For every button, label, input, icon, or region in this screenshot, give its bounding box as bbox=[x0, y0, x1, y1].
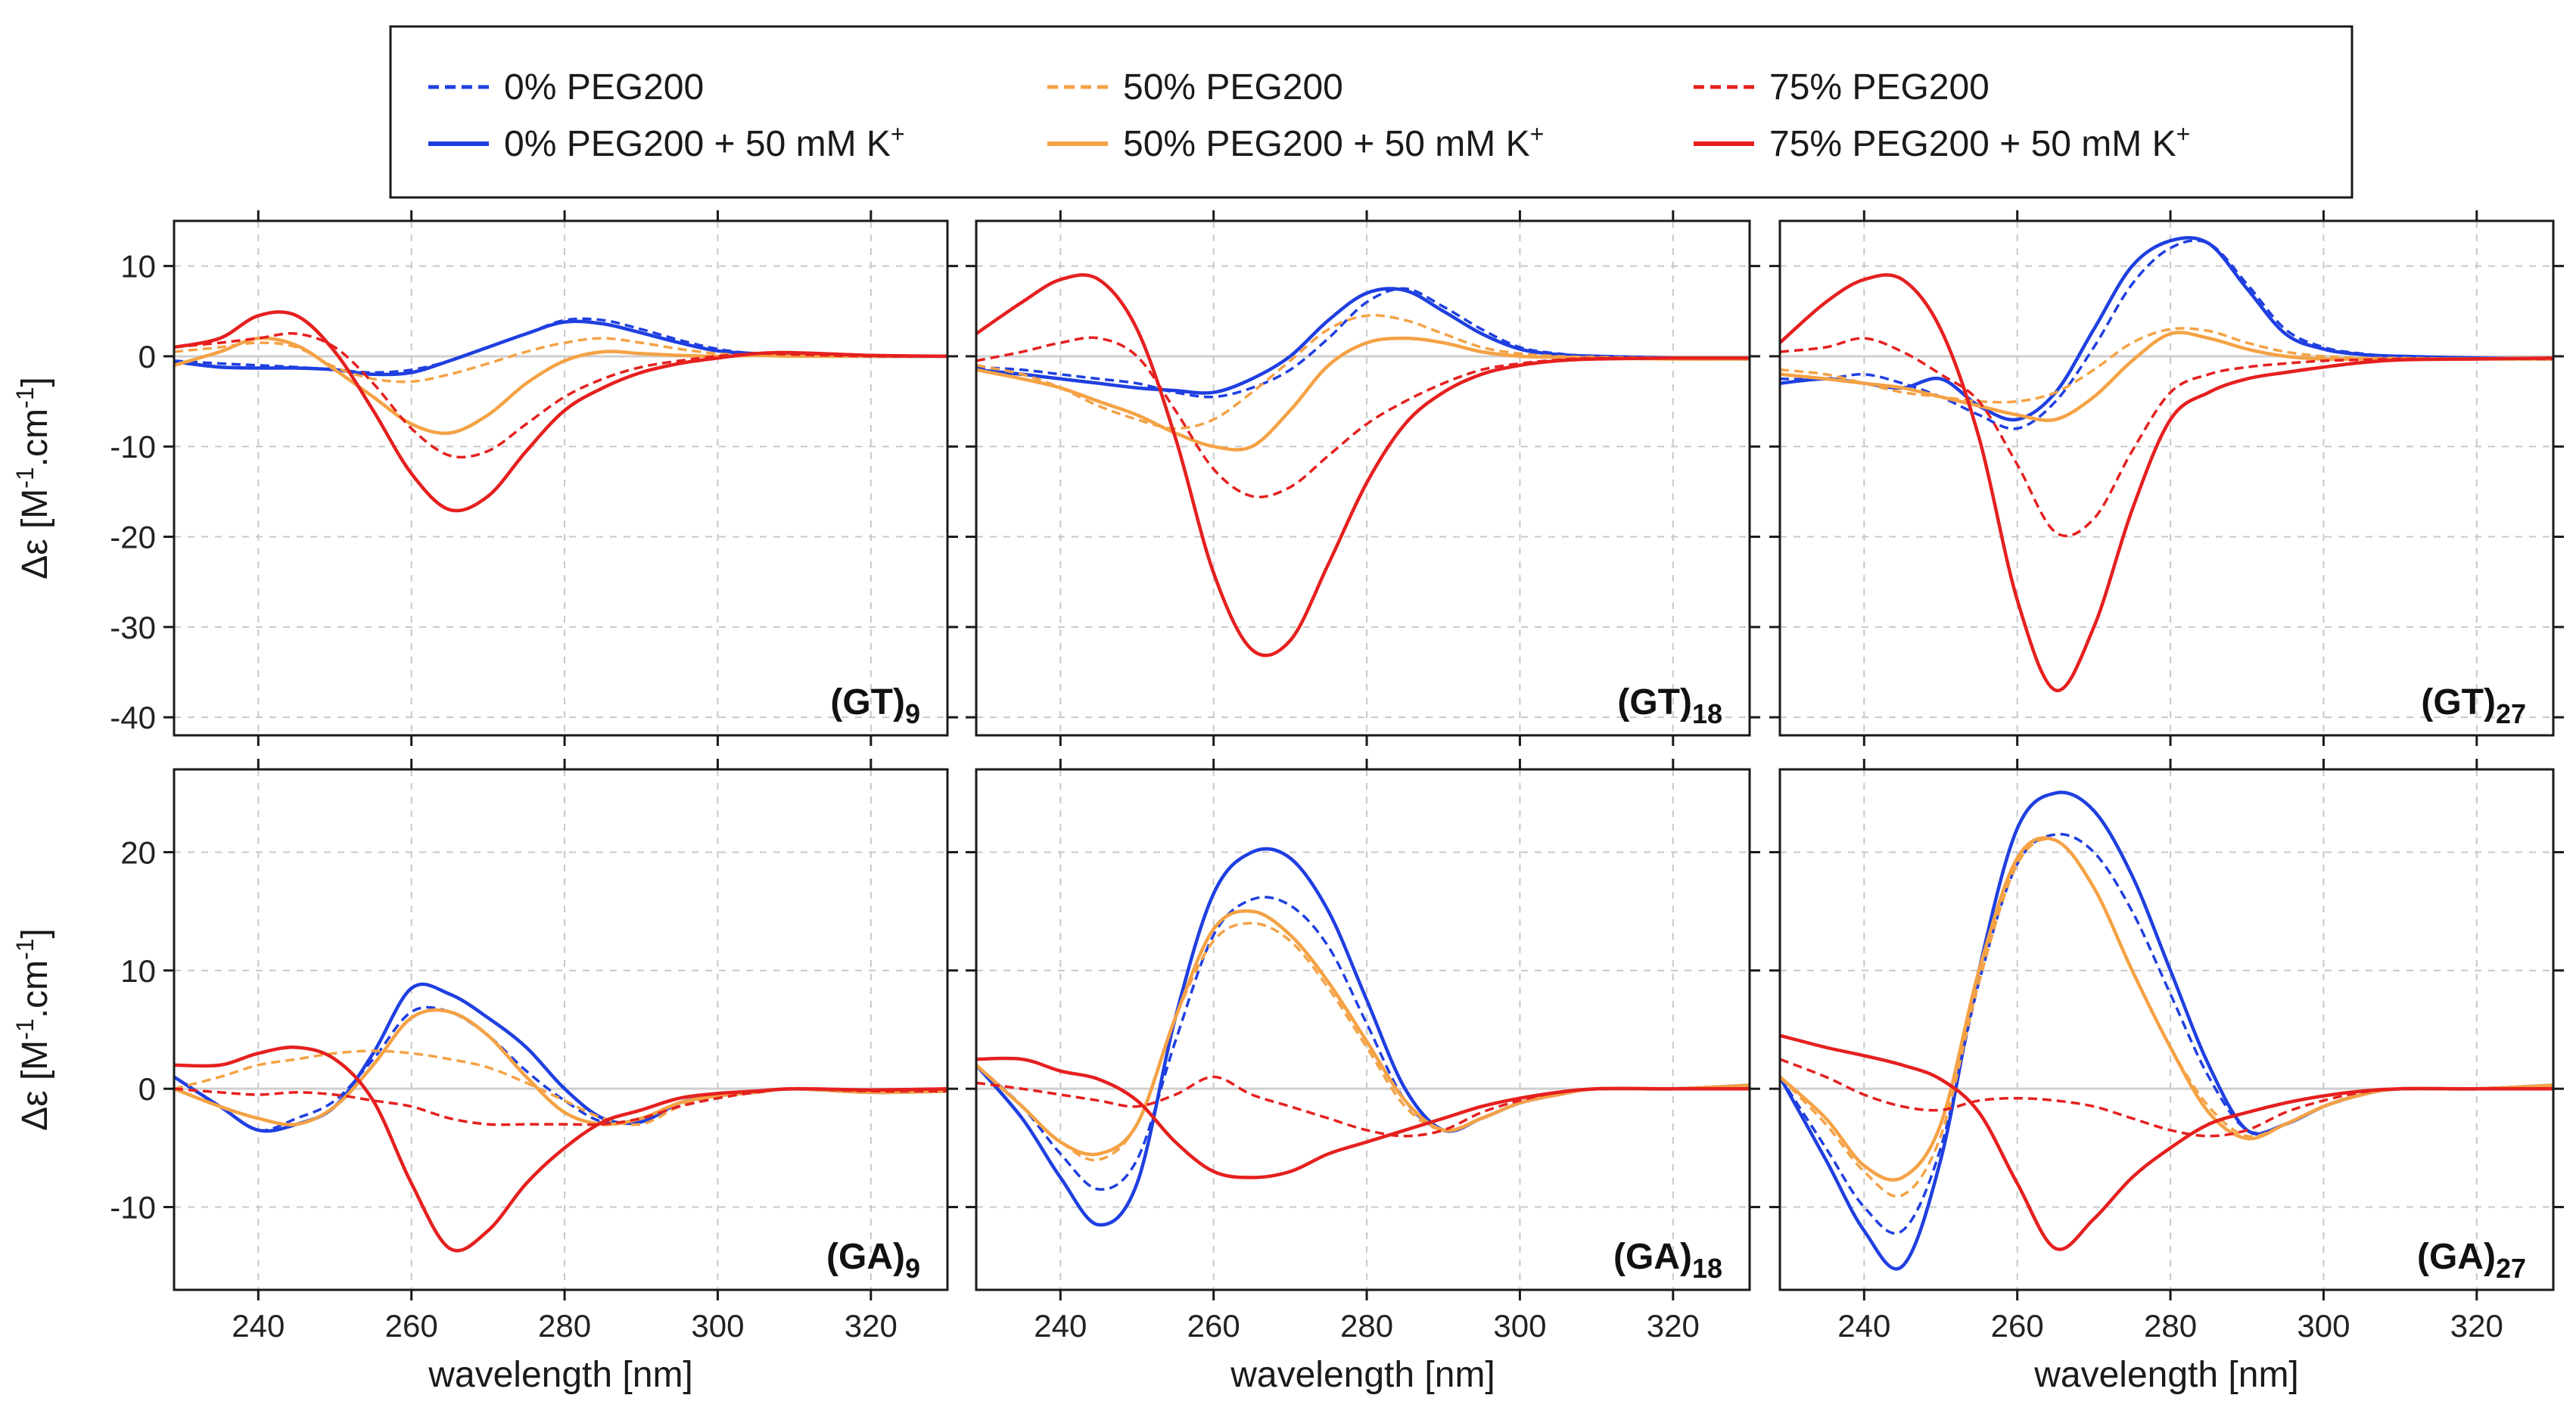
y-axis-title: Δε [M-1.cm-1] bbox=[11, 928, 55, 1131]
legend-label: 75% PEG200 bbox=[1769, 67, 1990, 107]
series-group bbox=[1780, 235, 2553, 692]
series-line bbox=[976, 1075, 1750, 1138]
panel-4: 240 260 280 300 320 (GA)18 wavelength [nm] bbox=[966, 759, 1760, 1395]
panel-label: (GT)9 bbox=[830, 682, 920, 729]
y-tick-label: 0 bbox=[138, 1071, 156, 1107]
y-tick-label: -20 bbox=[110, 520, 156, 555]
series-line bbox=[1780, 837, 2553, 1198]
panel-2: (GT)27 bbox=[1769, 210, 2564, 746]
x-axis-title: wavelength [nm] bbox=[428, 1355, 693, 1395]
panel-label: (GT)27 bbox=[2421, 682, 2526, 729]
series-group bbox=[1780, 791, 2553, 1271]
series-line bbox=[976, 909, 1750, 1157]
x-tick-label: 280 bbox=[1340, 1308, 1393, 1344]
series-line bbox=[976, 273, 1750, 657]
legend-label: 0% PEG200 bbox=[504, 67, 704, 107]
series-group bbox=[174, 310, 947, 513]
x-tick-label: 260 bbox=[1187, 1308, 1240, 1344]
x-tick-label: 320 bbox=[1647, 1308, 1700, 1344]
legend-box bbox=[389, 25, 2354, 199]
legend-label: 50% PEG200 + 50 mM K+ bbox=[1123, 120, 1544, 164]
legend-label: 75% PEG200 + 50 mM K+ bbox=[1769, 120, 2190, 164]
panel-frame bbox=[1778, 768, 2555, 1291]
y-tick-label: -10 bbox=[110, 429, 156, 464]
y-tick-label: 10 bbox=[120, 249, 156, 284]
series-line bbox=[976, 921, 1750, 1162]
x-tick-label: 320 bbox=[845, 1308, 898, 1344]
x-tick-label: 300 bbox=[1493, 1308, 1546, 1344]
x-tick-label: 240 bbox=[1837, 1308, 1890, 1344]
series-line bbox=[976, 336, 1750, 499]
series-line bbox=[1780, 832, 2553, 1235]
panel-frame bbox=[975, 219, 1751, 737]
x-tick-label: 240 bbox=[1034, 1308, 1087, 1344]
x-tick-label: 280 bbox=[538, 1308, 591, 1344]
x-tick-label: 300 bbox=[2297, 1308, 2350, 1344]
panel-label: (GA)9 bbox=[826, 1237, 920, 1284]
x-tick-label: 260 bbox=[385, 1308, 438, 1344]
series-group bbox=[976, 847, 1750, 1227]
y-tick-label: 20 bbox=[120, 834, 156, 870]
series-line bbox=[174, 1046, 947, 1253]
panel-frame bbox=[975, 768, 1751, 1291]
series-line bbox=[1780, 273, 2553, 692]
panel-1: (GT)18 bbox=[966, 210, 1760, 746]
series-line bbox=[174, 336, 947, 436]
y-tick-label: -40 bbox=[110, 700, 156, 735]
series-line bbox=[174, 331, 947, 459]
series-group bbox=[174, 982, 947, 1253]
series-line bbox=[174, 319, 947, 377]
panel-3: 240 260 280 300 320 20 10 0 -10 (GA)9 wavelength [… bbox=[11, 759, 958, 1395]
x-axis-title: wavelength [nm] bbox=[1230, 1355, 1495, 1395]
series-line bbox=[174, 1005, 947, 1132]
y-axis-title: Δε [M-1.cm-1] bbox=[11, 377, 55, 579]
panel-frame bbox=[173, 768, 949, 1291]
x-tick-label: 320 bbox=[2450, 1308, 2503, 1344]
x-axis-title: wavelength [nm] bbox=[2033, 1355, 2299, 1395]
series-line bbox=[174, 1008, 947, 1126]
panel-frame bbox=[173, 219, 949, 737]
series-line bbox=[1780, 1058, 2553, 1138]
series-line bbox=[1780, 1033, 2553, 1251]
series-line bbox=[976, 314, 1750, 430]
series-line bbox=[1780, 331, 2553, 422]
x-tick-label: 240 bbox=[232, 1308, 285, 1344]
y-tick-label: -10 bbox=[110, 1190, 156, 1226]
legend: 0% PEG200 0% PEG200 + 50 mM K+ 50% PEG200 5… bbox=[389, 25, 2354, 199]
series-group bbox=[976, 273, 1750, 657]
series-line bbox=[1780, 327, 2553, 404]
x-tick-label: 260 bbox=[1991, 1308, 2044, 1344]
panel-label: (GT)18 bbox=[1617, 682, 1722, 729]
series-line bbox=[976, 336, 1750, 452]
series-line bbox=[1780, 791, 2553, 1271]
panel-5: 240 260 280 300 320 (GA)27 wavelength [nm] bbox=[1769, 759, 2564, 1395]
series-line bbox=[1780, 337, 2553, 537]
panels: 10 0 -10 -20 -30 -40 (GT)9 Δε [M-1.cm-1] (GT)18 (… bbox=[11, 210, 2564, 1395]
series-line bbox=[174, 1087, 947, 1126]
panel-label: (GA)27 bbox=[2417, 1237, 2526, 1284]
panel-0: 10 0 -10 -20 -30 -40 (GT)9 Δε [M-1.cm-1] bbox=[11, 210, 958, 746]
y-tick-label: -30 bbox=[110, 610, 156, 645]
panel-label: (GA)18 bbox=[1613, 1237, 1722, 1284]
series-line bbox=[174, 310, 947, 513]
legend-label: 50% PEG200 bbox=[1123, 67, 1343, 107]
y-tick-label: 0 bbox=[138, 339, 156, 374]
panel-frame bbox=[1778, 219, 2555, 737]
y-tick-label: 10 bbox=[120, 953, 156, 989]
x-tick-label: 300 bbox=[691, 1308, 744, 1344]
series-line bbox=[976, 1056, 1750, 1179]
x-tick-label: 280 bbox=[2144, 1308, 2197, 1344]
series-line bbox=[1780, 235, 2553, 422]
legend-label: 0% PEG200 + 50 mM K+ bbox=[504, 120, 905, 164]
series-line bbox=[976, 896, 1750, 1191]
series-line bbox=[1780, 836, 2553, 1182]
